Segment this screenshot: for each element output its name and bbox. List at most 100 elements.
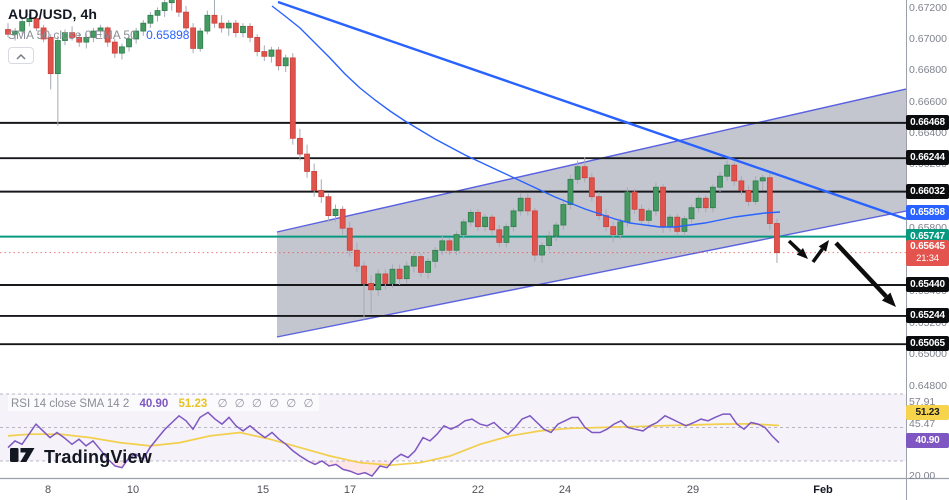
candle-body — [375, 273, 382, 291]
chevron-up-icon — [16, 48, 26, 63]
tradingview-wordmark: TradingView — [44, 447, 152, 467]
candle-body — [624, 191, 631, 223]
candle-body — [503, 226, 510, 243]
candle-body — [617, 221, 624, 235]
candle-body — [631, 191, 638, 210]
candle-body — [261, 51, 268, 57]
candle-body — [47, 36, 54, 75]
candle-body — [489, 216, 496, 231]
ma-indicator-legend: SMA 50 close 0 EMA 50 0.65898 — [8, 28, 189, 42]
candle-body — [674, 216, 681, 232]
time-axis[interactable]: 8 10 15 17 22 24 29 Feb — [0, 478, 949, 500]
candle-body — [467, 212, 474, 223]
candle-body — [325, 196, 332, 217]
candle-body — [175, 0, 182, 13]
axis-label-0.64800: 0.64800 — [909, 380, 947, 392]
candle-body — [574, 166, 581, 180]
candle-body — [240, 25, 246, 34]
candle-body — [19, 21, 26, 32]
candle-body — [97, 27, 104, 32]
candle-body — [418, 256, 424, 273]
candle-body — [688, 207, 695, 220]
candle-body — [119, 46, 125, 54]
candle-body — [403, 265, 410, 280]
candle-body — [453, 234, 460, 251]
candle-body — [104, 27, 111, 43]
candle-body — [745, 189, 752, 202]
candle-body — [147, 14, 154, 24]
candle-body — [766, 177, 773, 224]
candle-body — [560, 204, 567, 226]
annotation-arrow-3[interactable] — [834, 241, 896, 307]
axis-badge-0.65244: 0.65244 — [906, 308, 949, 323]
candle-body — [695, 197, 702, 209]
collapse-pane-button[interactable] — [8, 47, 34, 64]
candle-body — [62, 32, 68, 41]
candle-body — [26, 18, 33, 23]
candle-body — [133, 30, 140, 40]
candle-body — [517, 197, 524, 212]
candle-body — [12, 30, 19, 35]
main-pane[interactable] — [0, 0, 906, 346]
time-axis-label-10: 10 — [126, 484, 140, 496]
axis-badge-0.65898: 0.65898 — [906, 205, 949, 220]
candle-body — [546, 235, 553, 246]
candle-body — [353, 249, 360, 267]
rsi-disabled-plots: ∅ ∅ ∅ ∅ ∅ ∅ — [217, 398, 316, 410]
candle-body — [581, 166, 588, 179]
candle-body — [709, 186, 716, 209]
descending-trendline[interactable] — [277, 0, 906, 221]
axis-badge-0.65645: 0.65645 21:34 — [906, 240, 949, 266]
candle-body — [33, 18, 40, 29]
candle-body — [304, 153, 310, 172]
candle-body — [339, 208, 346, 229]
candle-body — [346, 227, 353, 251]
candle-body — [660, 186, 666, 228]
time-axis-label-Feb: Feb — [813, 484, 833, 496]
candle-body — [54, 40, 61, 75]
candle-body — [724, 164, 731, 177]
candle-body — [204, 14, 211, 32]
candle-body — [183, 11, 189, 29]
tradingview-mark-icon — [10, 445, 37, 470]
candle-body — [638, 208, 645, 221]
candle-body — [482, 216, 488, 228]
candle-body — [126, 38, 132, 48]
candle-body — [382, 273, 389, 284]
candle-body — [610, 226, 617, 235]
candle-body — [76, 36, 83, 43]
time-axis-label-8: 8 — [44, 484, 52, 496]
annotation-arrow-2[interactable] — [811, 240, 829, 264]
annotation-arrow-1[interactable] — [787, 239, 808, 259]
candle-body — [717, 175, 723, 188]
symbol-title: AUD/USD, 4h — [8, 6, 97, 22]
candle-body — [154, 10, 161, 16]
rsi-value: 40.90 — [139, 398, 169, 410]
candle-body — [653, 186, 659, 212]
candle-body — [268, 49, 275, 57]
channel-top-line[interactable] — [276, 88, 906, 233]
candle-body — [667, 216, 674, 228]
candle-body — [539, 245, 545, 256]
candle-body — [752, 180, 759, 202]
candle-body — [531, 210, 538, 256]
candle-body — [553, 224, 560, 237]
candle-body — [567, 178, 574, 205]
candle-body — [275, 49, 282, 67]
candle-body — [247, 25, 253, 38]
candle-body — [289, 57, 296, 139]
candle-body — [218, 22, 225, 29]
candle-body — [361, 265, 367, 284]
candle-body — [475, 212, 481, 228]
axis-badge-0.65440: 0.65440 — [906, 277, 949, 292]
candle-body — [645, 210, 652, 221]
sma50-curve[interactable] — [271, 5, 781, 228]
ma-indicator-label: SMA 50 close 0 EMA 50 — [8, 28, 137, 42]
tradingview-logo[interactable]: TradingView — [10, 445, 152, 470]
candle-body — [211, 14, 218, 24]
candle-body — [410, 256, 417, 267]
candle-body — [140, 22, 147, 32]
time-axis-label-17: 17 — [343, 484, 357, 496]
